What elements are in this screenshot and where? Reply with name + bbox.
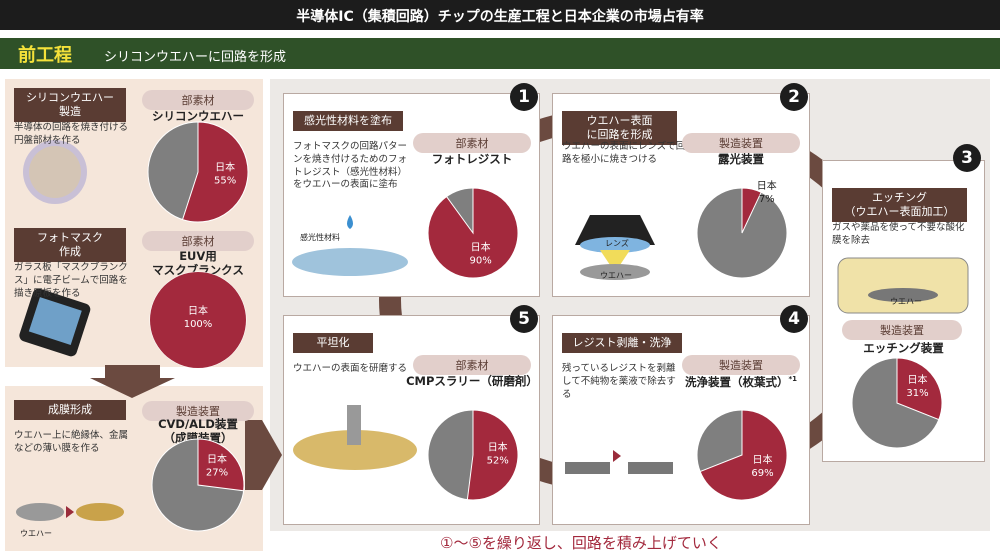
step-description: 残っているレジストを剥離して不純物を薬液で除去する <box>562 363 676 400</box>
pie-chart: 日本 31% <box>851 357 943 449</box>
wafer-image <box>29 146 81 198</box>
product-name: 露光装置 <box>718 152 764 166</box>
footnote-mark: *1 <box>788 375 798 383</box>
step-number: 1 <box>510 83 538 111</box>
pie-label: 日本 <box>757 179 777 192</box>
pie-value-label: 31% <box>906 388 928 399</box>
pie-slice <box>699 409 788 501</box>
material-description: 半導体の回路を焼き付ける円盤部材を作る <box>14 122 129 146</box>
section-caption: シリコンウエハーに回路を形成 <box>104 50 287 65</box>
pie-value-label: 52% <box>487 456 509 467</box>
material-description: ガラス板「マスクブランクス」に電子ビームで回路を描き原板を作る <box>14 262 128 299</box>
step-description: ガスや薬品を使って不要な酸化膜を除去 <box>832 222 965 246</box>
category-label: 部素材 <box>413 133 531 153</box>
product-name: CVD/ALD装置 （成膜装置） <box>158 417 238 445</box>
right-arrow <box>245 420 282 490</box>
pie-label: 日本 <box>207 452 227 465</box>
pie-value-label: 100% <box>184 319 213 330</box>
pie-slice <box>150 272 246 368</box>
pie-chart: 日本 7% <box>696 179 788 279</box>
product-name: CMPスラリー（研磨剤） <box>406 374 538 388</box>
pie-slice <box>427 187 519 279</box>
mask-image <box>28 297 82 345</box>
pie-slice <box>181 121 249 223</box>
step-heading: 感光性材料を塗布 <box>293 111 403 131</box>
wafer-image <box>16 503 64 521</box>
image-label: ウエハー <box>890 297 922 306</box>
step-number: 3 <box>953 144 981 172</box>
title-bar <box>0 0 1000 30</box>
category-label: 製造装置 <box>142 401 254 421</box>
product-name: EUV用 マスクブランクス <box>152 249 244 277</box>
pie-chart: 日本 100% <box>149 271 247 369</box>
pie-slice <box>896 357 943 421</box>
step-heading: レジスト剥離・洗浄 <box>562 333 682 353</box>
pie-value-label: 27% <box>206 467 228 478</box>
footer: ①〜⑤を繰り返し、回路を積み上げていく <box>440 534 722 552</box>
step-heading: 平坦化 <box>293 333 373 353</box>
pie-label: 日本 <box>188 304 208 317</box>
section-bar <box>0 38 1000 69</box>
image-label: ウエハー <box>20 529 52 538</box>
process-arrow <box>66 506 74 518</box>
pie-chart: 日本 27% <box>151 438 245 532</box>
step-heading: ウエハー表面 に回路を形成 <box>562 111 677 145</box>
down-arrow <box>90 365 175 398</box>
pie-chart: 日本 55% <box>147 121 249 223</box>
pie-value-label: 7% <box>759 194 775 205</box>
product-name: フォトレジスト <box>431 152 513 166</box>
category-label: 部素材 <box>413 355 531 375</box>
material-heading: シリコンウエハー 製造 <box>14 88 126 122</box>
step-description: ウエハーの表面を研磨する <box>293 363 408 374</box>
pie-chart: 日本 90% <box>427 187 519 279</box>
material-description: ウエハー上に絶縁体、金属などの薄い膜を作る <box>14 430 129 454</box>
pie-label: 日本 <box>471 241 491 254</box>
section-label: 前工程 <box>18 45 72 66</box>
pie-label: 日本 <box>488 441 508 454</box>
category-label: 製造装置 <box>682 355 800 375</box>
wafer-image <box>76 503 124 521</box>
title: 半導体IC（集積回路）チップの生産工程と日本企業の市場占有率 <box>296 9 704 25</box>
step-number: 2 <box>780 83 808 111</box>
product-name: エッチング装置 <box>863 341 944 355</box>
step-number: 5 <box>510 305 538 333</box>
pie-slice <box>466 409 519 501</box>
pie-slice <box>741 187 762 234</box>
pie-chart: 日本 52% <box>427 409 519 501</box>
pie-label: 日本 <box>215 160 235 173</box>
pie-value-label: 90% <box>470 256 492 267</box>
step-number: 4 <box>780 305 808 333</box>
pie-value-label: 69% <box>751 468 773 479</box>
category-label: 製造装置 <box>682 133 800 153</box>
pie-label: 日本 <box>907 373 927 386</box>
pie-chart: 日本 69% <box>696 409 788 501</box>
image-label: 感光性材料 <box>300 233 340 242</box>
image-label: ウエハー <box>600 271 632 280</box>
pie-label: 日本 <box>752 453 772 466</box>
step-description: フォトマスクの回路パターンを焼き付けるためのフォトレジスト（感光性材料）をウエハ… <box>293 141 408 191</box>
category-label: 製造装置 <box>842 320 962 340</box>
material-heading: フォトマスク 作成 <box>14 228 126 262</box>
image-label: レンズ <box>605 239 629 248</box>
step-heading: エッチング （ウエハー表面加工） <box>832 188 967 222</box>
category-label: 部素材 <box>142 231 254 251</box>
category-label: 部素材 <box>142 90 254 110</box>
product-name: シリコンウエハー <box>152 109 244 123</box>
pie-value-label: 55% <box>214 175 236 186</box>
step-description: ウエハーの表面にレンズで回路を極小に焼きつける <box>562 141 686 165</box>
material-heading: 成膜形成 <box>14 400 126 420</box>
product-name: 洗浄装置（枚葉式）*1 <box>684 374 798 389</box>
pie-slice <box>197 438 245 492</box>
